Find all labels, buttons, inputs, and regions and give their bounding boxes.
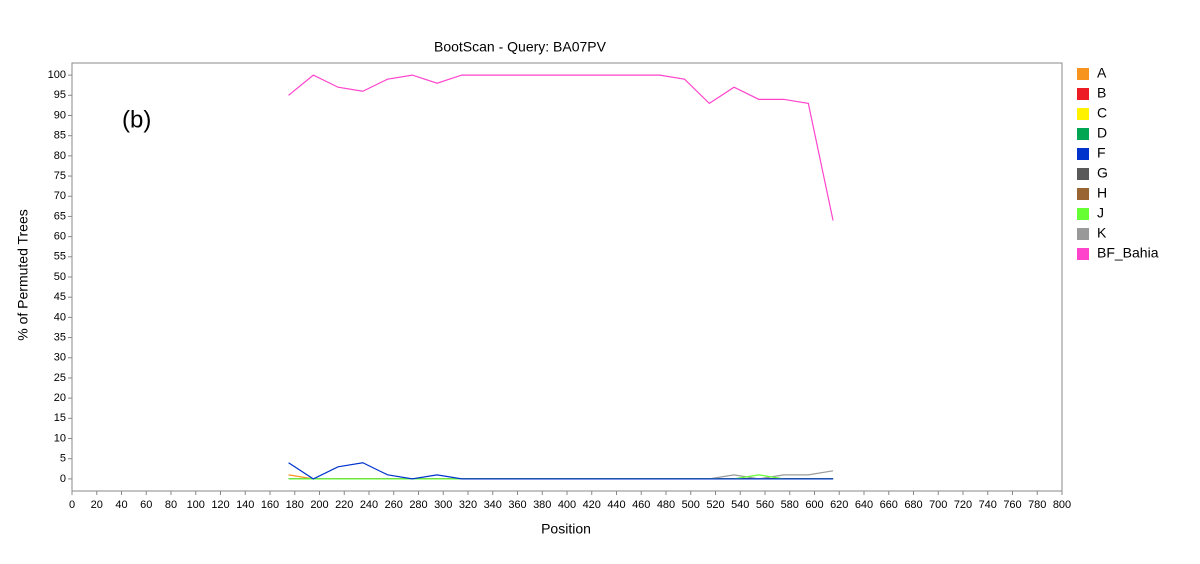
- y-tick-label: 0: [60, 473, 66, 485]
- legend-swatch: [1077, 88, 1089, 100]
- x-tick-label: 180: [286, 499, 304, 511]
- x-tick-label: 20: [91, 499, 103, 511]
- legend-label: A: [1097, 65, 1107, 81]
- x-tick-label: 800: [1053, 499, 1071, 511]
- x-tick-label: 720: [954, 499, 972, 511]
- legend-swatch: [1077, 168, 1089, 180]
- legend-swatch: [1077, 208, 1089, 220]
- x-tick-label: 560: [756, 499, 774, 511]
- x-tick-label: 620: [830, 499, 848, 511]
- x-tick-label: 700: [929, 499, 947, 511]
- y-tick-label: 65: [54, 210, 66, 222]
- legend-swatch: [1077, 188, 1089, 200]
- legend-label: J: [1097, 205, 1104, 221]
- legend-label: D: [1097, 125, 1107, 141]
- y-tick-label: 90: [54, 109, 66, 121]
- x-axis-label: Position: [541, 521, 591, 537]
- x-tick-label: 440: [607, 499, 625, 511]
- x-tick-label: 140: [236, 499, 254, 511]
- legend-swatch: [1077, 228, 1089, 240]
- x-tick-label: 340: [484, 499, 502, 511]
- legend-label: H: [1097, 185, 1107, 201]
- series-line: [288, 74, 834, 221]
- legend-label: F: [1097, 145, 1106, 161]
- x-tick-label: 680: [904, 499, 922, 511]
- legend-swatch: [1077, 68, 1089, 80]
- y-tick-label: 75: [54, 170, 66, 182]
- legend-label: B: [1097, 85, 1106, 101]
- x-tick-label: 640: [855, 499, 873, 511]
- legend-swatch: [1077, 128, 1089, 140]
- y-tick-label: 10: [54, 432, 66, 444]
- x-tick-label: 600: [805, 499, 823, 511]
- x-tick-label: 360: [508, 499, 526, 511]
- x-tick-label: 200: [310, 499, 328, 511]
- y-tick-label: 60: [54, 231, 66, 243]
- x-tick-label: 0: [69, 499, 75, 511]
- x-tick-label: 100: [187, 499, 205, 511]
- y-tick-label: 70: [54, 190, 66, 202]
- legend-label: K: [1097, 225, 1107, 241]
- series-line: [288, 462, 834, 480]
- x-tick-label: 520: [706, 499, 724, 511]
- x-tick-label: 500: [682, 499, 700, 511]
- plot-frame: [71, 62, 1063, 492]
- y-tick-label: 55: [54, 251, 66, 263]
- annotation: (b): [122, 106, 151, 133]
- y-tick-label: 5: [60, 453, 66, 465]
- y-tick-label: 35: [54, 331, 66, 343]
- legend-swatch: [1077, 108, 1089, 120]
- y-tick-label: 95: [54, 89, 66, 101]
- x-tick-label: 240: [360, 499, 378, 511]
- x-tick-label: 120: [211, 499, 229, 511]
- chart-title: BootScan - Query: BA07PV: [434, 39, 607, 55]
- x-tick-label: 260: [385, 499, 403, 511]
- y-tick-label: 45: [54, 291, 66, 303]
- y-tick-label: 30: [54, 352, 66, 364]
- y-tick-label: 25: [54, 372, 66, 384]
- x-tick-label: 480: [657, 499, 675, 511]
- legend-label: G: [1097, 165, 1108, 181]
- x-tick-label: 580: [781, 499, 799, 511]
- y-axis-label: % of Permuted Trees: [15, 209, 31, 341]
- legend-label: C: [1097, 105, 1107, 121]
- legend-label: BF_Bahia: [1097, 245, 1159, 261]
- y-tick-label: 50: [54, 271, 66, 283]
- y-tick-label: 80: [54, 150, 66, 162]
- y-tick-label: 15: [54, 412, 66, 424]
- x-tick-label: 740: [979, 499, 997, 511]
- x-tick-label: 280: [409, 499, 427, 511]
- y-tick-label: 20: [54, 392, 66, 404]
- x-tick-label: 40: [115, 499, 127, 511]
- legend-swatch: [1077, 248, 1089, 260]
- y-tick-label: 100: [48, 69, 66, 81]
- x-tick-label: 300: [434, 499, 452, 511]
- y-tick-label: 40: [54, 311, 66, 323]
- x-tick-label: 460: [632, 499, 650, 511]
- series-line: [288, 470, 834, 480]
- x-tick-label: 320: [459, 499, 477, 511]
- x-tick-label: 220: [335, 499, 353, 511]
- x-tick-label: 660: [880, 499, 898, 511]
- x-tick-label: 400: [558, 499, 576, 511]
- x-tick-label: 760: [1003, 499, 1021, 511]
- x-tick-label: 540: [731, 499, 749, 511]
- legend-swatch: [1077, 148, 1089, 160]
- x-tick-label: 80: [165, 499, 177, 511]
- y-tick-label: 85: [54, 130, 66, 142]
- x-tick-label: 160: [261, 499, 279, 511]
- x-tick-label: 780: [1028, 499, 1046, 511]
- x-tick-label: 60: [140, 499, 152, 511]
- x-tick-label: 380: [533, 499, 551, 511]
- x-tick-label: 420: [583, 499, 601, 511]
